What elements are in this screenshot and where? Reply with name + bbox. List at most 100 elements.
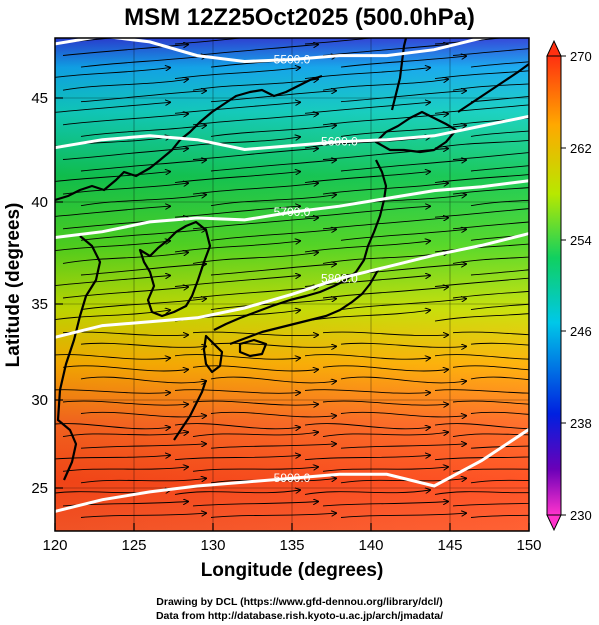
colorbar-scale xyxy=(546,55,562,516)
streamline xyxy=(340,376,466,383)
streamline xyxy=(340,229,466,241)
streamline xyxy=(210,444,336,449)
streamline xyxy=(62,45,188,56)
streamline xyxy=(340,513,466,518)
streamline xyxy=(340,342,466,347)
x-tick-label: 140 xyxy=(358,537,383,554)
streamline xyxy=(210,91,336,103)
streamline xyxy=(210,411,336,417)
streamline xyxy=(80,444,206,449)
x-tick-label: 150 xyxy=(516,537,541,554)
streamline xyxy=(304,389,430,394)
map-title: MSM 12Z25Oct2025 (500.0hPa) xyxy=(124,4,475,31)
contour-label: 5700.0 xyxy=(274,205,311,219)
height-contours: 5500.0 5600.0 5700.0 5800.0 5900.0 xyxy=(55,38,529,513)
streamline xyxy=(452,365,529,371)
streamline xyxy=(55,455,170,460)
streamline xyxy=(192,502,318,507)
streamline xyxy=(340,411,466,417)
wind-streamlines xyxy=(55,38,529,518)
streamline xyxy=(452,331,529,336)
streamline xyxy=(210,125,336,137)
streamline xyxy=(470,130,529,137)
x-tick-label: 120 xyxy=(42,537,67,554)
streamline xyxy=(470,234,529,241)
y-axis-label: Latitude (degrees) xyxy=(3,203,24,368)
streamline xyxy=(192,432,318,438)
streamline xyxy=(62,114,188,126)
streamline xyxy=(452,433,529,438)
streamline xyxy=(340,478,466,484)
streamline xyxy=(304,423,430,429)
streamline xyxy=(434,491,529,495)
streamline xyxy=(55,241,170,251)
streamline xyxy=(304,455,430,461)
y-tick-label: 30 xyxy=(31,392,48,409)
streamline xyxy=(434,423,529,430)
streamline xyxy=(80,513,206,518)
streamline xyxy=(304,354,430,360)
streamline xyxy=(452,502,529,507)
streamline xyxy=(55,206,170,217)
streamline xyxy=(470,61,529,68)
streamline xyxy=(470,96,529,103)
colorbar-tick-label: 254 xyxy=(570,233,592,248)
streamline xyxy=(322,502,448,507)
height-contour-line xyxy=(55,38,494,64)
streamline xyxy=(62,287,188,299)
streamline xyxy=(470,269,529,276)
streamline xyxy=(174,389,300,394)
height-contour-line xyxy=(55,114,529,152)
colorbar-bottom-arrow xyxy=(546,514,562,532)
streamline xyxy=(322,400,448,405)
streamline xyxy=(192,400,318,405)
streamline xyxy=(62,79,188,91)
streamline xyxy=(470,342,529,346)
streamline xyxy=(174,490,300,495)
streamline xyxy=(322,467,448,472)
colorbar-tick-label: 246 xyxy=(570,324,592,339)
streamline xyxy=(210,195,336,207)
height-contour-line xyxy=(55,428,529,513)
streamline xyxy=(55,172,170,182)
streamline xyxy=(55,102,170,113)
contour-label: 5800.0 xyxy=(321,272,358,286)
honshu-south-coast xyxy=(229,269,379,346)
credit-data: Data from http://database.rish.kyoto-u.a… xyxy=(155,610,444,622)
contour-label: 5900.0 xyxy=(274,471,311,485)
colorbar-tick-label: 270 xyxy=(570,49,592,64)
streamline xyxy=(304,310,430,322)
streamline xyxy=(210,513,336,518)
streamline xyxy=(62,183,188,195)
streamline xyxy=(470,479,529,484)
x-tick-label: 130 xyxy=(200,537,225,554)
streamline xyxy=(470,376,529,381)
streamline xyxy=(80,342,206,347)
contour-label: 5600.0 xyxy=(321,135,358,149)
streamline xyxy=(62,467,188,472)
streamline xyxy=(55,354,170,360)
axis-ticks xyxy=(54,97,530,531)
x-tick-label: 145 xyxy=(437,537,462,554)
x-tick-label: 125 xyxy=(121,537,146,554)
streamline xyxy=(80,56,206,68)
streamline xyxy=(62,400,188,405)
streamline xyxy=(80,376,206,383)
y-tick-label: 40 xyxy=(31,194,48,211)
streamline xyxy=(80,125,206,137)
streamline xyxy=(62,365,188,371)
streamline xyxy=(174,423,300,429)
streamline xyxy=(470,411,529,415)
streamline xyxy=(192,365,318,371)
colorbar: 270 262 254 246 238 230 xyxy=(546,39,592,532)
colorbar-tick-label: 262 xyxy=(570,141,592,156)
streamline xyxy=(340,125,466,137)
streamline xyxy=(470,445,529,449)
streamline xyxy=(80,299,206,311)
streamline xyxy=(80,91,206,103)
streamline xyxy=(470,303,529,311)
streamline xyxy=(340,444,466,449)
streamline xyxy=(322,331,448,336)
streamline xyxy=(210,376,336,383)
streamline xyxy=(340,160,466,172)
